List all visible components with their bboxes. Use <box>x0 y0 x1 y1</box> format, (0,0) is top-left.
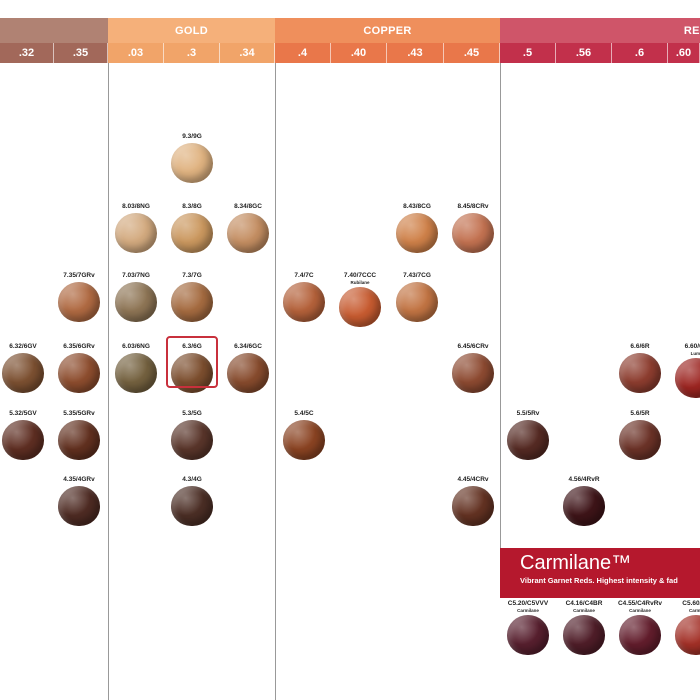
hair-color-swatch[interactable] <box>283 420 325 460</box>
hair-color-swatch[interactable] <box>227 353 269 393</box>
shade-label: 4.35/4GRv <box>63 476 95 483</box>
shade-code-header: .03 <box>108 43 164 63</box>
shade-code-header: .32 <box>0 43 54 63</box>
shade-label: 8.3/8G <box>182 203 202 210</box>
hair-color-swatch[interactable] <box>339 287 381 327</box>
shade-label: 5.5/5Rv <box>516 410 540 417</box>
divider <box>275 63 276 700</box>
hair-color-swatch[interactable] <box>563 486 605 526</box>
shade-label: 6.45/6CRv <box>457 343 489 350</box>
shade-code-header: .3 <box>164 43 220 63</box>
band-copper-label: COPPER <box>363 24 412 37</box>
band-red: RED <box>500 18 700 43</box>
hair-color-swatch[interactable] <box>115 282 157 322</box>
selected-swatch-highlight <box>166 336 218 388</box>
hair-color-swatch[interactable] <box>452 213 494 253</box>
shade-label: 6.35/6GRv <box>63 343 95 350</box>
shade-label: C5.60/C5Carmil <box>682 600 700 613</box>
shade-code-header: .34 <box>220 43 275 63</box>
shade-code-header: .6 <box>612 43 668 63</box>
shade-label: 7.4/7C <box>294 272 314 279</box>
shade-label: 5.35/5GRv <box>63 410 95 417</box>
hair-color-swatch[interactable] <box>563 615 605 655</box>
carmilane-subtitle: Vibrant Garnet Reds. Highest intensity &… <box>520 576 678 585</box>
hair-color-swatch[interactable] <box>171 143 213 183</box>
hair-color-swatch[interactable] <box>58 282 100 322</box>
shade-label: 6.60/6RLumi <box>684 343 700 356</box>
shade-label: 5.3/5G <box>182 410 202 417</box>
hair-color-swatch[interactable] <box>171 420 213 460</box>
shade-code-header: .5 <box>500 43 556 63</box>
shade-code-header: .43 <box>387 43 444 63</box>
shade-label: 7.03/7NG <box>122 272 150 279</box>
hair-color-swatch[interactable] <box>675 358 700 398</box>
shade-label: 5.32/5GV <box>9 410 37 417</box>
band-copper: COPPER <box>275 18 500 43</box>
hair-color-swatch[interactable] <box>115 213 157 253</box>
band-gold: GOLD <box>108 18 275 43</box>
shade-code-header: .35 <box>54 43 108 63</box>
band-left <box>0 18 108 43</box>
hair-color-swatch[interactable] <box>171 282 213 322</box>
hair-color-swatch[interactable] <box>58 420 100 460</box>
hair-color-swatch[interactable] <box>283 282 325 322</box>
carmilane-title: Carmilane™ <box>520 552 632 574</box>
shade-label: 7.43/7CG <box>403 272 431 279</box>
shade-code-header: .45 <box>444 43 500 63</box>
shade-label: 5.4/5C <box>294 410 314 417</box>
shade-label: 5.6/5R <box>630 410 650 417</box>
hair-color-swatch[interactable] <box>507 615 549 655</box>
shade-code-header: .40 <box>331 43 387 63</box>
band-red-label: RED <box>683 24 700 37</box>
hair-color-swatch[interactable] <box>2 420 44 460</box>
shade-label: 7.40/7CCC Rubilane <box>343 272 377 285</box>
shade-label: 8.43/8CG <box>403 203 431 210</box>
carmilane-banner: Carmilane™ Vibrant Garnet Reds. Highest … <box>500 548 700 598</box>
shade-label: 4.45/4CRv <box>457 476 489 483</box>
hair-color-swatch[interactable] <box>58 353 100 393</box>
shade-label: C4.16/C4BR Carmilane <box>565 600 603 613</box>
shade-label: 6.3/6G <box>182 343 202 350</box>
shade-label: 8.03/8NG <box>122 203 150 210</box>
shade-label: 6.32/6GV <box>9 343 37 350</box>
hair-color-swatch[interactable] <box>396 282 438 322</box>
hair-color-swatch[interactable] <box>619 615 661 655</box>
hair-color-swatch[interactable] <box>171 213 213 253</box>
shade-label: 4.3/4G <box>182 476 202 483</box>
hair-color-swatch[interactable] <box>171 486 213 526</box>
divider <box>108 63 109 700</box>
hair-color-swatch[interactable] <box>675 615 700 655</box>
shade-label: 7.35/7GRv <box>63 272 95 279</box>
hair-color-swatch[interactable] <box>507 420 549 460</box>
shade-label: 4.56/4RvR <box>568 476 600 483</box>
hair-color-swatch[interactable] <box>227 213 269 253</box>
shade-label: 6.03/6NG <box>122 343 150 350</box>
shade-code-header: .4 <box>275 43 331 63</box>
hair-color-swatch[interactable] <box>115 353 157 393</box>
shade-label: C4.55/C4RvRv Carmilane <box>617 600 663 613</box>
hair-color-swatch[interactable] <box>396 213 438 253</box>
shade-label: 6.6/6R <box>630 343 650 350</box>
shade-label: 6.34/6GC <box>234 343 262 350</box>
shade-label: 7.3/7G <box>182 272 202 279</box>
band-gold-label: GOLD <box>175 24 208 37</box>
hair-color-swatch[interactable] <box>452 353 494 393</box>
hair-color-swatch[interactable] <box>58 486 100 526</box>
shade-label: 8.45/8CRv <box>457 203 489 210</box>
shade-label: C5.20/C5VVV Carmilane <box>507 600 549 613</box>
hair-color-swatch[interactable] <box>452 486 494 526</box>
shade-code-header: .56 <box>556 43 612 63</box>
shade-label: 9.3/9G <box>182 133 202 140</box>
shade-label: 8.34/8GC <box>234 203 262 210</box>
hair-color-swatch[interactable] <box>619 420 661 460</box>
hair-color-swatch[interactable] <box>619 353 661 393</box>
shade-code-header: .60 <box>668 43 700 63</box>
hair-color-swatch[interactable] <box>2 353 44 393</box>
divider <box>500 63 501 548</box>
